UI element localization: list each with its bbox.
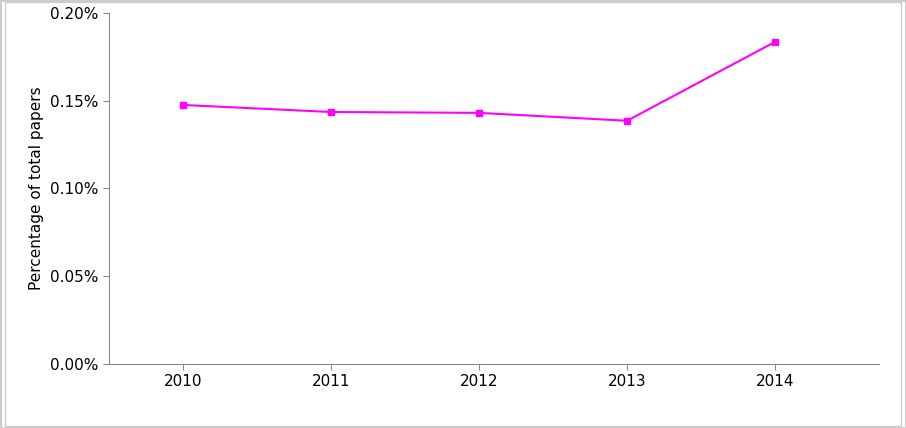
Y-axis label: Percentage of total papers: Percentage of total papers [29,86,44,290]
